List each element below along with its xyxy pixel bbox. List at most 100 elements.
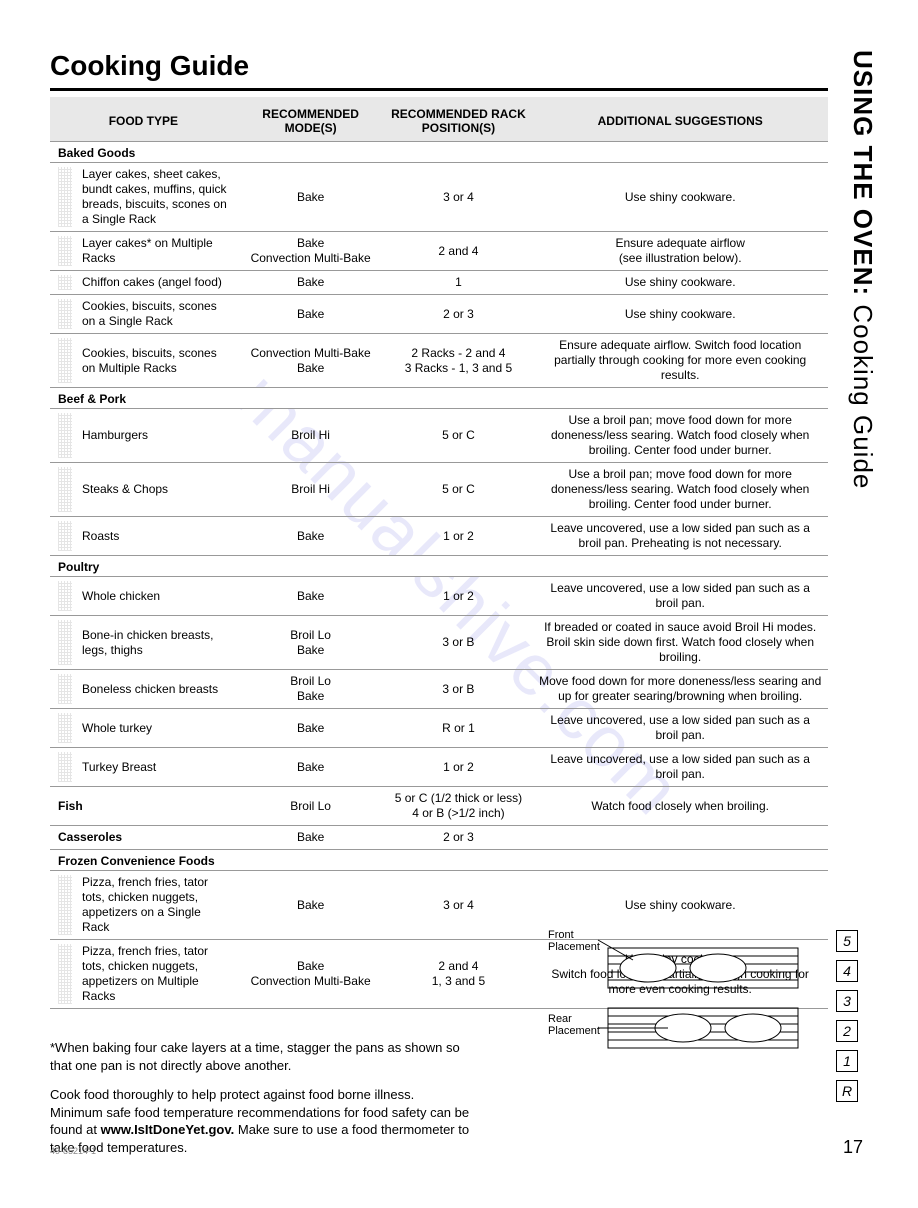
diagram-rear-label: Rear bbox=[548, 1013, 572, 1025]
cell-rack: 1 or 2 bbox=[385, 577, 533, 616]
cell-food: Whole chicken bbox=[50, 577, 237, 616]
header-suggestions: ADDITIONAL SUGGESTIONS bbox=[532, 97, 828, 142]
cell-rack: 2 or 3 bbox=[385, 826, 533, 850]
section-header-row: Poultry bbox=[50, 556, 828, 577]
cell-food: Pizza, french fries, tator tots, chicken… bbox=[50, 871, 237, 940]
sidebar-section-label: USING THE OVEN: Cooking Guide bbox=[847, 50, 878, 489]
cell-rack: 2 and 4 bbox=[385, 232, 533, 271]
cell-food: Hamburgers bbox=[50, 409, 237, 463]
cell-mode: Broil LoBake bbox=[237, 616, 385, 670]
rack-diagram-svg: Front Placement Rear Placement bbox=[548, 930, 828, 1100]
table-row: Bone-in chicken breasts, legs, thighsBro… bbox=[50, 616, 828, 670]
cell-rack: 1 or 2 bbox=[385, 517, 533, 556]
svg-text:Placement: Placement bbox=[548, 941, 600, 953]
section-header-row: Baked Goods bbox=[50, 142, 828, 163]
cell-food: Turkey Breast bbox=[50, 748, 237, 787]
cooking-guide-table: FOOD TYPE RECOMMENDED MODE(S) RECOMMENDE… bbox=[50, 97, 828, 1009]
header-rack: RECOMMENDED RACK POSITION(S) bbox=[385, 97, 533, 142]
cell-rack: 5 or C bbox=[385, 409, 533, 463]
table-row: HamburgersBroil Hi5 or CUse a broil pan;… bbox=[50, 409, 828, 463]
footer-notes: *When baking four cake layers at a time,… bbox=[50, 1039, 470, 1156]
cell-rack: 3 or B bbox=[385, 670, 533, 709]
cell-mode: Bake bbox=[237, 517, 385, 556]
rack-label-5: 5 bbox=[836, 930, 858, 952]
cell-food: Layer cakes* on Multiple Racks bbox=[50, 232, 237, 271]
table-body: Baked GoodsLayer cakes, sheet cakes, bun… bbox=[50, 142, 828, 1009]
cell-suggestion: Use a broil pan; move food down for more… bbox=[532, 409, 828, 463]
cell-rack: 3 or B bbox=[385, 616, 533, 670]
table-row: RoastsBake1 or 2Leave uncovered, use a l… bbox=[50, 517, 828, 556]
cell-food-label: Fish bbox=[50, 787, 237, 826]
cell-mode: Bake bbox=[237, 748, 385, 787]
table-row: Whole chickenBake1 or 2Leave uncovered, … bbox=[50, 577, 828, 616]
cell-suggestion: Use shiny cookware. bbox=[532, 271, 828, 295]
cell-mode: BakeConvection Multi-Bake bbox=[237, 940, 385, 1009]
table-row: Steaks & ChopsBroil Hi5 or CUse a broil … bbox=[50, 463, 828, 517]
page-title: Cooking Guide bbox=[50, 50, 828, 91]
rack-position-labels: 5 4 3 2 1 R bbox=[836, 930, 858, 1102]
cell-suggestion: Use shiny cookware. bbox=[532, 295, 828, 334]
cell-suggestion: Leave uncovered, use a low sided pan suc… bbox=[532, 517, 828, 556]
table-row: Cookies, biscuits, scones on a Single Ra… bbox=[50, 295, 828, 334]
header-mode: RECOMMENDED MODE(S) bbox=[237, 97, 385, 142]
section-name: Baked Goods bbox=[50, 142, 828, 163]
table-header: FOOD TYPE RECOMMENDED MODE(S) RECOMMENDE… bbox=[50, 97, 828, 142]
cell-suggestion: Leave uncovered, use a low sided pan suc… bbox=[532, 709, 828, 748]
page-content: Cooking Guide USING THE OVEN: Cooking Gu… bbox=[0, 0, 918, 1208]
cell-mode: Broil Hi bbox=[237, 409, 385, 463]
table-row: Layer cakes, sheet cakes, bundt cakes, m… bbox=[50, 163, 828, 232]
cell-mode: Broil Hi bbox=[237, 463, 385, 517]
cell-food: Roasts bbox=[50, 517, 237, 556]
cell-mode: Broil LoBake bbox=[237, 670, 385, 709]
cell-food: Cookies, biscuits, scones on Multiple Ra… bbox=[50, 334, 237, 388]
cell-mode: Bake bbox=[237, 871, 385, 940]
table-row: FishBroil Lo5 or C (1/2 thick or less)4 … bbox=[50, 787, 828, 826]
rack-label-2: 2 bbox=[836, 1020, 858, 1042]
header-food-type: FOOD TYPE bbox=[50, 97, 237, 142]
cell-food: Steaks & Chops bbox=[50, 463, 237, 517]
diagram-front-label: Front bbox=[548, 930, 574, 941]
sidebar-bold: USING THE OVEN: bbox=[848, 50, 878, 296]
cell-suggestion: Leave uncovered, use a low sided pan suc… bbox=[532, 748, 828, 787]
cell-rack: 5 or C bbox=[385, 463, 533, 517]
table-row: Cookies, biscuits, scones on Multiple Ra… bbox=[50, 334, 828, 388]
cell-suggestion: Leave uncovered, use a low sided pan suc… bbox=[532, 577, 828, 616]
table-row: Layer cakes* on Multiple RacksBakeConvec… bbox=[50, 232, 828, 271]
cell-food: Cookies, biscuits, scones on a Single Ra… bbox=[50, 295, 237, 334]
table-row: CasserolesBake2 or 3 bbox=[50, 826, 828, 850]
cell-rack: 2 or 3 bbox=[385, 295, 533, 334]
cell-mode: Bake bbox=[237, 826, 385, 850]
cell-suggestion: Watch food closely when broiling. bbox=[532, 787, 828, 826]
cell-rack: 2 and 41, 3 and 5 bbox=[385, 940, 533, 1009]
cell-suggestion: Use shiny cookware. bbox=[532, 163, 828, 232]
section-header-row: Frozen Convenience Foods bbox=[50, 850, 828, 871]
rack-label-4: 4 bbox=[836, 960, 858, 982]
section-name: Frozen Convenience Foods bbox=[50, 850, 828, 871]
cell-rack: R or 1 bbox=[385, 709, 533, 748]
cell-suggestion: Use a broil pan; move food down for more… bbox=[532, 463, 828, 517]
cell-suggestion: Move food down for more doneness/less se… bbox=[532, 670, 828, 709]
cell-food: Chiffon cakes (angel food) bbox=[50, 271, 237, 295]
cell-food: Layer cakes, sheet cakes, bundt cakes, m… bbox=[50, 163, 237, 232]
cell-mode: Bake bbox=[237, 295, 385, 334]
cell-suggestion bbox=[532, 826, 828, 850]
cell-food: Bone-in chicken breasts, legs, thighs bbox=[50, 616, 237, 670]
document-code: 49-85214-1 bbox=[50, 1146, 96, 1156]
cell-mode: Convection Multi-BakeBake bbox=[237, 334, 385, 388]
cell-rack: 1 bbox=[385, 271, 533, 295]
svg-text:Placement: Placement bbox=[548, 1025, 600, 1037]
rack-placement-diagram: Front Placement Rear Placement 5 4 3 2 1… bbox=[548, 930, 828, 1105]
table-row: Whole turkeyBakeR or 1Leave uncovered, u… bbox=[50, 709, 828, 748]
cell-mode: Bake bbox=[237, 709, 385, 748]
cell-suggestion: If breaded or coated in sauce avoid Broi… bbox=[532, 616, 828, 670]
page-number: 17 bbox=[843, 1137, 863, 1158]
cell-mode: Bake bbox=[237, 163, 385, 232]
cell-rack: 5 or C (1/2 thick or less)4 or B (>1/2 i… bbox=[385, 787, 533, 826]
footnote-safety-url: www.IsItDoneYet.gov. bbox=[101, 1122, 235, 1137]
cell-rack: 3 or 4 bbox=[385, 871, 533, 940]
sidebar-rest: Cooking Guide bbox=[848, 296, 878, 489]
cell-rack: 3 or 4 bbox=[385, 163, 533, 232]
cell-suggestion: Ensure adequate airflow(see illustration… bbox=[532, 232, 828, 271]
footnote-stagger: *When baking four cake layers at a time,… bbox=[50, 1039, 470, 1074]
cell-food: Boneless chicken breasts bbox=[50, 670, 237, 709]
